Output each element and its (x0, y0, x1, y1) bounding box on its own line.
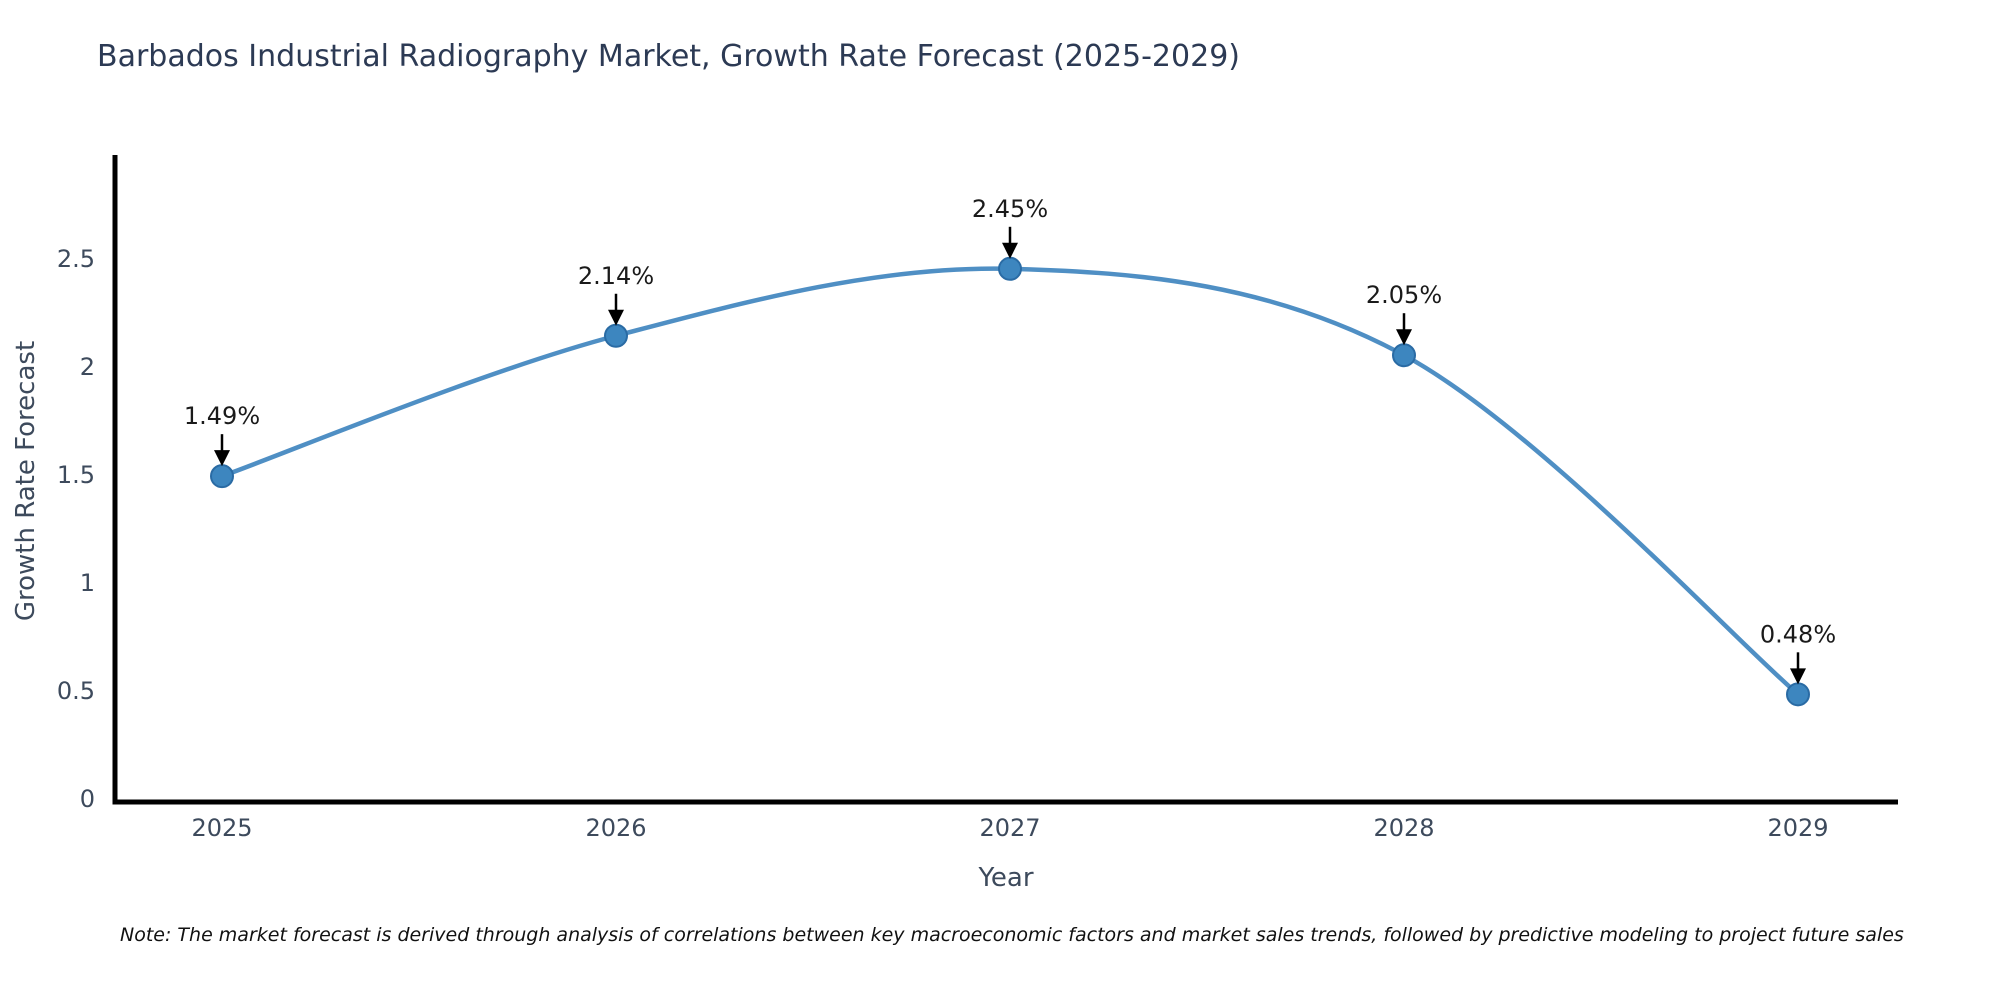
data-point-marker (1786, 682, 1810, 707)
point-annotation-label: 2.14% (578, 262, 654, 290)
annotation-arrowhead (214, 450, 230, 467)
growth-rate-line (219, 266, 1801, 697)
x-tick-label: 2027 (979, 814, 1040, 842)
y-tick-label: 2.5 (57, 245, 95, 273)
data-point-marker (210, 464, 234, 489)
y-axis-title: Growth Rate Forecast (11, 341, 41, 621)
growth-rate-series (210, 256, 1810, 707)
annotation-arrowhead (1002, 242, 1018, 259)
y-tick-label: 1.5 (57, 461, 95, 489)
y-tick-label: 0.5 (57, 677, 95, 705)
x-axis-title: Year (977, 863, 1033, 893)
data-point-marker (604, 323, 628, 348)
x-tick-label: 2025 (191, 814, 252, 842)
y-tick-label: 0 (80, 785, 95, 813)
y-tick-label: 1 (80, 569, 95, 597)
point-annotation-label: 1.49% (184, 402, 260, 430)
annotation-arrowhead (1790, 668, 1806, 685)
data-point-marker (998, 256, 1022, 281)
point-annotation-label: 2.45% (972, 195, 1048, 223)
x-tick-label: 2026 (585, 814, 646, 842)
axis-tick-labels: 0 0.5 1 1.5 2 2.5 2025 2026 2027 2028 2029 (57, 245, 1829, 842)
annotation-arrowhead (608, 309, 624, 326)
annotation-arrowhead (1396, 329, 1412, 346)
data-point-marker (1392, 343, 1416, 368)
point-annotations: 1.49% 2.14% 2.45% 2.05% 0.48% (184, 195, 1836, 685)
footnote: Note: The market forecast is derived thr… (120, 924, 1904, 946)
x-tick-label: 2028 (1373, 814, 1434, 842)
x-tick-label: 2029 (1767, 814, 1828, 842)
point-annotation-label: 0.48% (1760, 620, 1836, 648)
y-tick-label: 2 (80, 353, 95, 381)
chart-title: Barbados Industrial Radiography Market, … (97, 39, 1240, 74)
point-annotation-label: 2.05% (1366, 281, 1442, 309)
